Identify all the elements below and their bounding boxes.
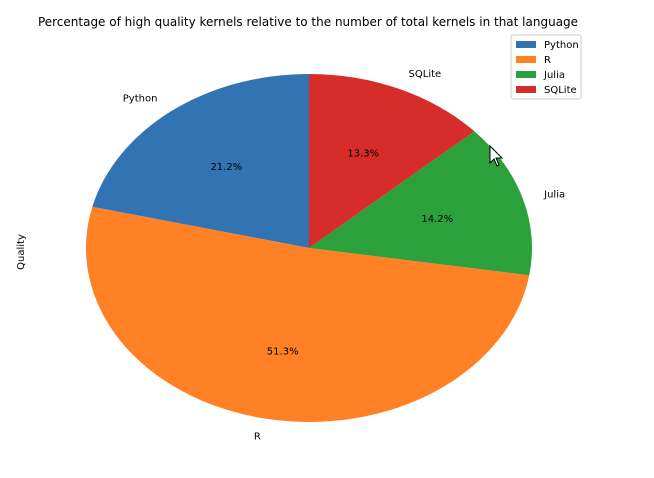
legend-swatch-r: [516, 56, 536, 63]
category-label-julia: Julia: [543, 189, 565, 200]
category-labels: Python R Julia SQLite: [123, 69, 565, 443]
pie-slice-sqlite: [309, 74, 475, 248]
legend-swatch-sqlite: [516, 86, 536, 93]
pie-slice-julia: [309, 131, 533, 276]
legend-swatch-julia: [516, 71, 536, 78]
percent-label-r: 51.3%: [267, 346, 299, 357]
legend-box: [510, 34, 582, 100]
percent-label-sqlite: 13.3%: [347, 149, 379, 160]
legend-label-sqlite: SQLite: [544, 85, 577, 96]
pie-slice-python: [92, 74, 309, 248]
chart-title: Percentage of high quality kernels relat…: [38, 15, 578, 29]
legend-swatch-python: [516, 41, 536, 48]
percent-label-python: 21.2%: [210, 162, 242, 173]
mouse-cursor-icon: [489, 144, 504, 167]
pie-slice-r: [86, 206, 530, 422]
category-label-sqlite: SQLite: [409, 69, 442, 80]
legend-label-r: R: [544, 55, 551, 66]
category-label-python: Python: [123, 94, 158, 105]
percent-label-julia: 14.2%: [421, 214, 453, 225]
category-label-r: R: [254, 432, 261, 443]
legend: Python R Julia SQLite: [510, 34, 582, 100]
pie-slices: [86, 74, 533, 422]
legend-label-python: Python: [544, 40, 579, 51]
y-axis-label: Quality: [16, 234, 27, 270]
percent-labels: 21.2% 51.3% 14.2% 13.3%: [210, 149, 453, 358]
legend-label-julia: Julia: [543, 70, 565, 81]
